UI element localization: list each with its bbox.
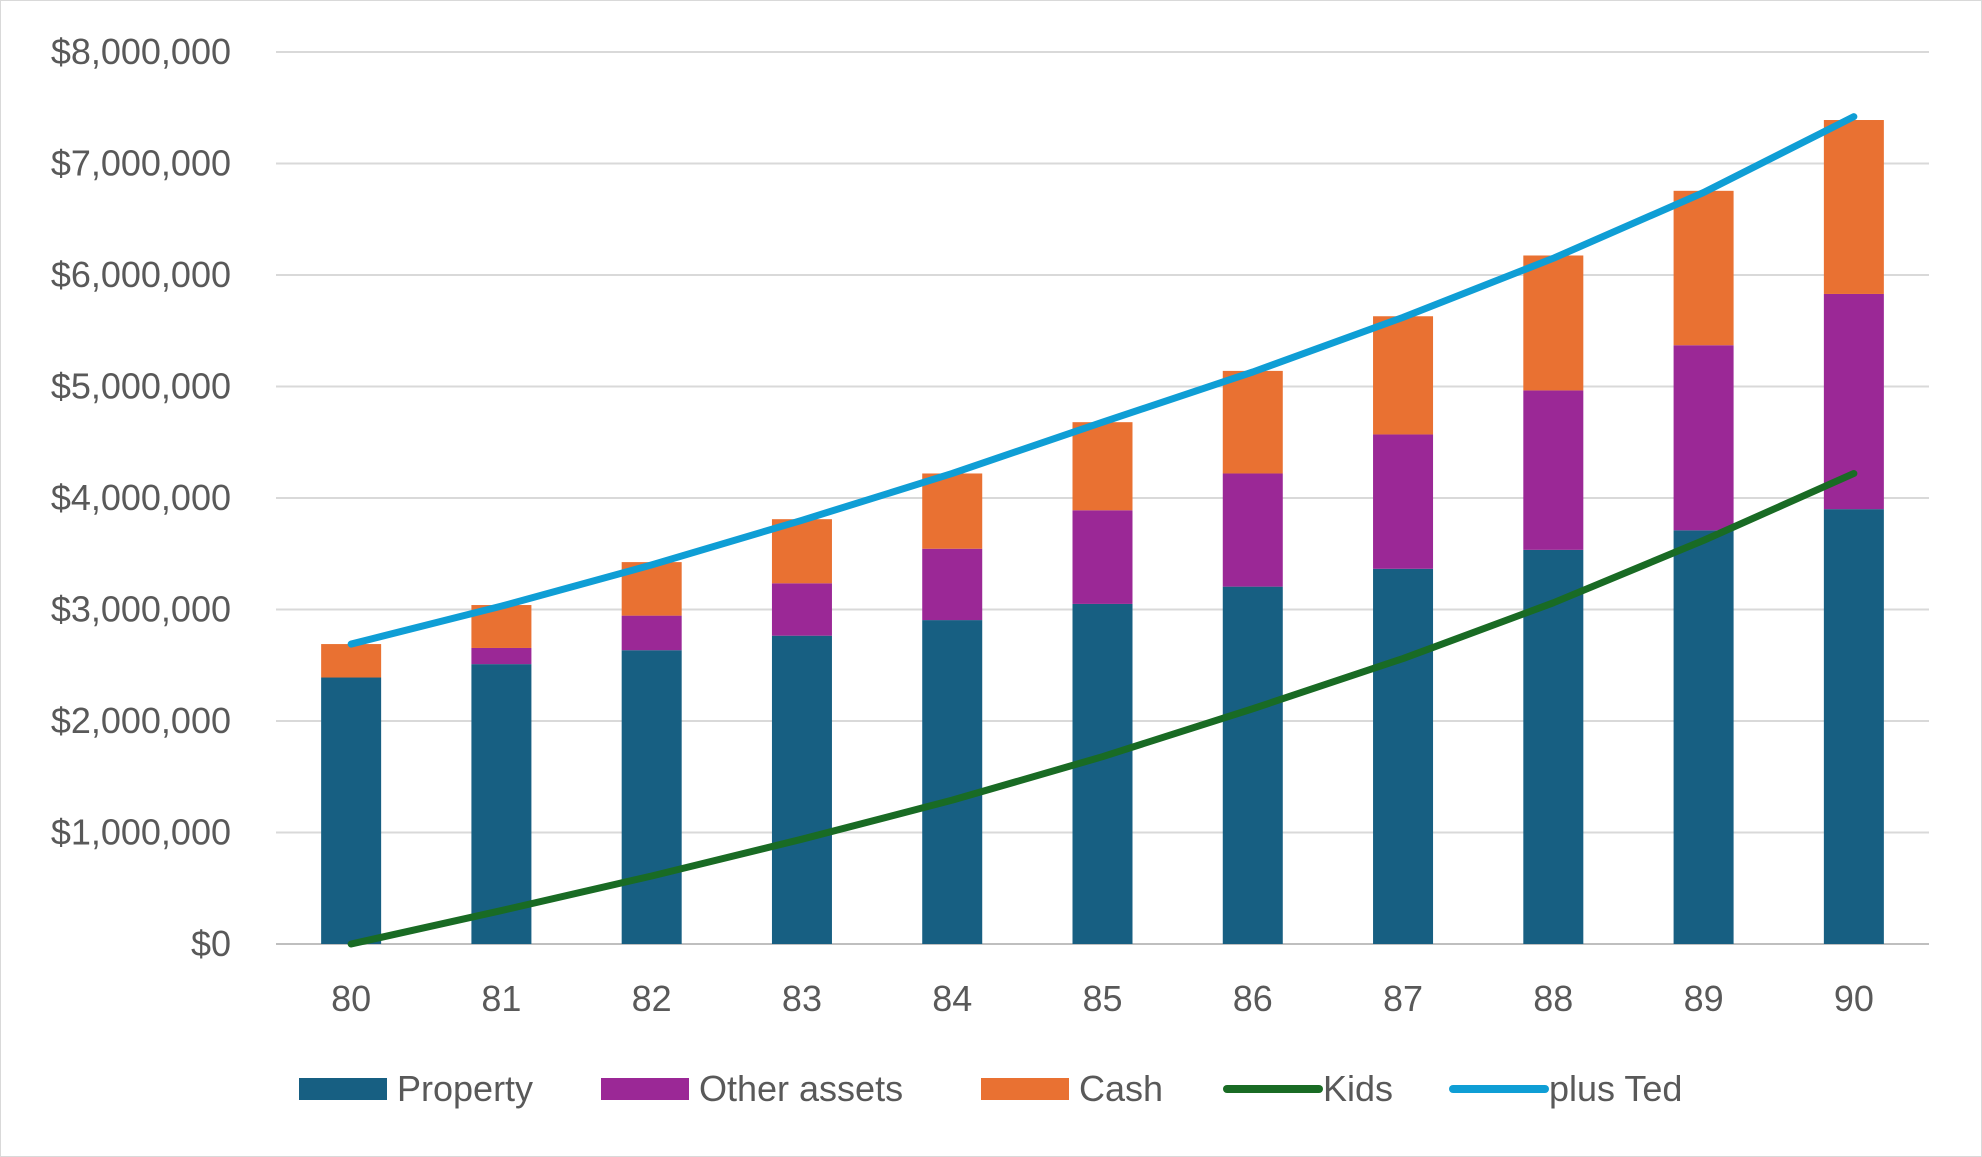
legend-item-other-assets-swatch [601,1078,689,1100]
x-tick-label: 83 [782,978,822,1019]
bar-other-assets [771,583,832,636]
bar-property [1222,586,1283,944]
legend-item-other-assets-label: Other assets [699,1068,903,1109]
legend-item-kids-label: Kids [1323,1068,1393,1109]
x-tick-label: 89 [1684,978,1724,1019]
legend-item-property-label: Property [397,1068,533,1109]
y-tick-label: $6,000,000 [51,254,231,295]
y-tick-label: $1,000,000 [51,812,231,853]
bar-other-assets [1373,434,1434,569]
line-kids [347,469,1858,948]
bar-series [321,120,1884,944]
y-tick-label: $0 [191,923,231,964]
bar-property [1823,509,1884,944]
bar-cash [1373,316,1434,435]
bar-other-assets [471,647,532,665]
bar-cash [922,473,983,549]
bar-other-assets [922,548,983,621]
x-tick-label: 81 [481,978,521,1019]
bar-property [471,664,532,944]
bar-cash [1673,190,1734,346]
y-tick-label: $2,000,000 [51,700,231,741]
x-tick-label: 87 [1383,978,1423,1019]
bar-other-assets [1673,345,1734,531]
y-tick-label: $8,000,000 [51,31,231,72]
bar-cash [1072,422,1133,511]
legend: Property Other assets Cash Kids plus Ted [299,1068,1682,1109]
x-tick-label: 84 [932,978,972,1019]
x-axis-tick-labels: 80 81 82 83 84 85 86 87 88 89 90 [331,978,1874,1019]
legend-item-cash-swatch [981,1078,1069,1100]
bar-property [1523,549,1584,944]
bar-property [922,620,983,944]
bar-property [1373,568,1434,944]
y-tick-label: $7,000,000 [51,143,231,184]
x-tick-label: 80 [331,978,371,1019]
legend-item-property-swatch [299,1078,387,1100]
bar-property [771,635,832,944]
bar-other-assets [1222,473,1283,587]
bar-other-assets [621,615,682,651]
x-tick-label: 88 [1533,978,1573,1019]
bar-property [621,650,682,944]
legend-item-plus-ted-label: plus Ted [1549,1068,1682,1109]
x-tick-label: 90 [1834,978,1874,1019]
y-tick-label: $3,000,000 [51,589,231,630]
y-axis-tick-labels: $0 $1,000,000 $2,000,000 $3,000,000 $4,000,0… [51,31,231,964]
x-tick-label: 82 [632,978,672,1019]
bar-cash [1523,255,1584,391]
bar-cash [321,644,382,678]
bar-other-assets [1523,390,1584,550]
bar-property [1072,603,1133,944]
x-tick-label: 86 [1233,978,1273,1019]
line-plus-ted [347,113,1858,648]
legend-item-cash-label: Cash [1079,1068,1163,1109]
bar-property [1673,530,1734,944]
y-tick-label: $5,000,000 [51,366,231,407]
bar-property [321,677,382,944]
line-series [347,113,1858,948]
y-tick-label: $4,000,000 [51,477,231,518]
bar-other-assets [1072,510,1133,604]
bar-cash [1222,370,1283,474]
x-tick-label: 85 [1082,978,1122,1019]
bar-cash [1823,120,1884,294]
